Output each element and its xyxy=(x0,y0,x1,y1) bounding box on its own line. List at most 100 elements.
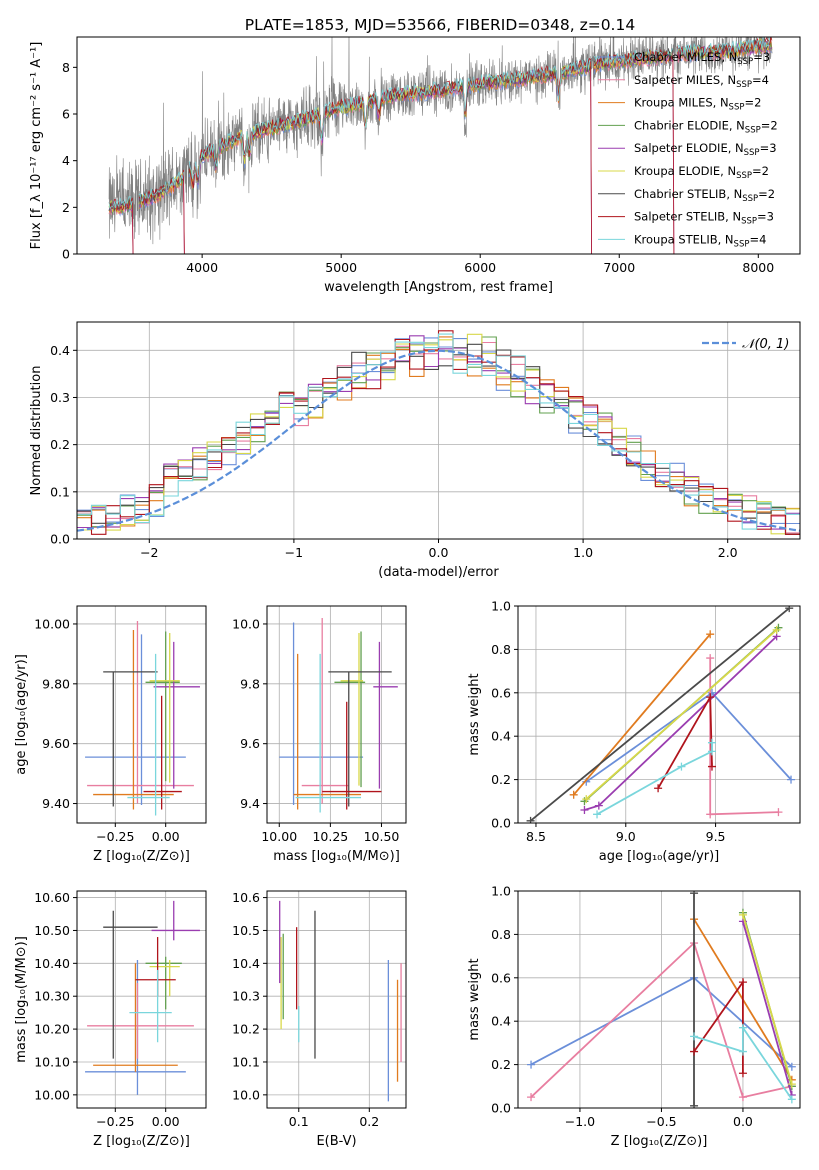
weight-marker xyxy=(690,1047,699,1056)
weight-series-5 xyxy=(582,625,781,804)
y-tick-label: 10.40 xyxy=(34,956,70,971)
weight-line xyxy=(530,941,792,1099)
x-tick-label: −2 xyxy=(140,545,158,560)
y-tick-label: 0 xyxy=(62,247,70,262)
legend-entry: Kroupa STELIB, NSSP=4 xyxy=(634,232,766,249)
weight-line xyxy=(742,914,793,1085)
y-tick-label: 0.0 xyxy=(491,816,511,831)
errorbar-point-8 xyxy=(129,969,172,1043)
y-tick-label: 1.0 xyxy=(491,599,511,614)
y-tick-label: 10.2 xyxy=(232,1022,260,1037)
y-tick-label: 10.00 xyxy=(34,1087,70,1102)
weight-series-5 xyxy=(738,910,796,1089)
errorbar-point-2 xyxy=(93,629,174,810)
weight-line xyxy=(585,691,792,783)
panel-spectrum: 4000 5000 6000 7000 8000 0 2 4 6 8 wavelength [Ang… xyxy=(29,36,801,295)
y-tick-label: 0.4 xyxy=(50,343,70,358)
panel-weight-vs-age: 8.5 9.0 9.5 0.0 0.2 0.4 0.6 0.8 1.0 age [log₁₀(ag… xyxy=(467,599,801,864)
weight-series-2 xyxy=(569,630,715,799)
errorbar-point-6 xyxy=(328,671,392,807)
errorbar-point-7 xyxy=(322,701,382,810)
x-tick-label: −0.25 xyxy=(96,1114,134,1129)
weight-series-6 xyxy=(690,891,699,1108)
weight-marker xyxy=(785,606,794,613)
errorbar-point-1 xyxy=(87,620,194,804)
weight-series-0 xyxy=(582,688,796,786)
errorbar-point-8 xyxy=(295,653,362,813)
legend-entry: Kroupa MILES, NSSP=2 xyxy=(634,96,761,113)
histogram-4 xyxy=(77,335,800,530)
y-tick-label: 9.6 xyxy=(240,736,260,751)
x-tick-label: 0.0 xyxy=(733,1114,753,1129)
y-tick-label: 10.3 xyxy=(232,989,260,1004)
legend-entry: Salpeter MILES, NSSP=4 xyxy=(634,73,769,90)
figure-title: PLATE=1853, MJD=53566, FIBERID=0348, z=0… xyxy=(245,16,635,34)
y-axis-label: Flux [f_λ 10⁻¹⁷ erg cm⁻² s⁻¹ A⁻¹] xyxy=(29,42,44,250)
weight-marker xyxy=(738,978,747,987)
legend-entry: 𝒩(0, 1) xyxy=(742,337,789,352)
weight-series-4 xyxy=(580,632,781,814)
plot-area xyxy=(527,891,796,1108)
y-tick-label: 10.0 xyxy=(232,1087,260,1102)
y-tick-label: 0.8 xyxy=(491,642,511,657)
weight-marker xyxy=(738,1023,747,1032)
weight-marker xyxy=(580,805,589,814)
legend-entry: Salpeter ELODIE, NSSP=3 xyxy=(634,141,777,158)
axes-frame xyxy=(266,890,407,1109)
y-tick-label: 10.0 xyxy=(232,616,260,631)
y-tick-label: 9.4 xyxy=(240,796,260,811)
x-tick-label: 10.25 xyxy=(312,829,348,844)
weight-line xyxy=(693,979,744,1074)
x-tick-label: 0.0 xyxy=(429,545,449,560)
weight-marker xyxy=(706,654,715,663)
y-tick-label: 2 xyxy=(62,200,70,215)
weight-marker xyxy=(526,816,535,823)
weight-line xyxy=(585,629,778,800)
y-tick-label: 10.6 xyxy=(232,890,260,905)
x-tick-label: 7000 xyxy=(603,260,635,275)
weight-marker xyxy=(707,747,716,756)
y-axis-label: Normed distribution xyxy=(29,366,44,496)
y-axis-label: mass weight xyxy=(467,673,482,755)
normal-reference-curve xyxy=(77,349,800,532)
errorbar-point-4 xyxy=(373,641,398,789)
x-tick-label: 6000 xyxy=(464,260,496,275)
errorbar-point-6 xyxy=(103,910,158,1059)
errorbar-point-4 xyxy=(153,641,200,789)
weight-marker xyxy=(690,1032,699,1041)
weight-marker xyxy=(787,775,796,784)
x-tick-label: 4000 xyxy=(186,260,218,275)
weight-marker xyxy=(677,762,686,771)
errorbar-point-5 xyxy=(340,632,364,786)
x-tick-label: 1.0 xyxy=(573,545,593,560)
weight-marker xyxy=(738,1093,747,1102)
x-tick-label: 8000 xyxy=(742,260,774,275)
weight-series-8 xyxy=(593,738,716,819)
x-axis-label: Z [log₁₀(Z/Z⊙)] xyxy=(93,849,190,864)
errorbar-point-4 xyxy=(151,900,200,941)
y-tick-label: 9.80 xyxy=(42,676,70,691)
y-tick-label: 10.60 xyxy=(34,890,70,905)
axes-frame xyxy=(517,605,801,824)
y-axis-label: mass [log₁₀(M/M⊙)] xyxy=(14,936,29,1063)
weight-line xyxy=(573,633,711,796)
errorbar-point-8 xyxy=(127,653,170,816)
weight-series-8 xyxy=(690,1023,796,1104)
y-tick-label: 0.1 xyxy=(50,484,70,499)
legend-entry: Chabrier ELODIE, NSSP=2 xyxy=(634,118,778,135)
y-tick-label: 8 xyxy=(62,60,70,75)
y-tick-label: 0.3 xyxy=(50,390,70,405)
weight-marker xyxy=(787,1080,796,1089)
y-tick-label: 10.30 xyxy=(34,989,70,1004)
y-tick-label: 10.00 xyxy=(34,616,70,631)
weight-marker xyxy=(707,738,716,747)
y-tick-label: 10.1 xyxy=(232,1054,260,1069)
weight-marker xyxy=(772,625,781,634)
errorbar-point-6 xyxy=(103,671,158,807)
weight-marker xyxy=(706,630,715,639)
y-tick-label: 10.5 xyxy=(232,923,260,938)
errorbar-point-3 xyxy=(145,956,182,1010)
y-axis-label: mass weight xyxy=(467,958,482,1040)
x-axis-label: age [log₁₀(age/yr)] xyxy=(599,849,720,864)
y-tick-label: 0.6 xyxy=(491,970,511,985)
